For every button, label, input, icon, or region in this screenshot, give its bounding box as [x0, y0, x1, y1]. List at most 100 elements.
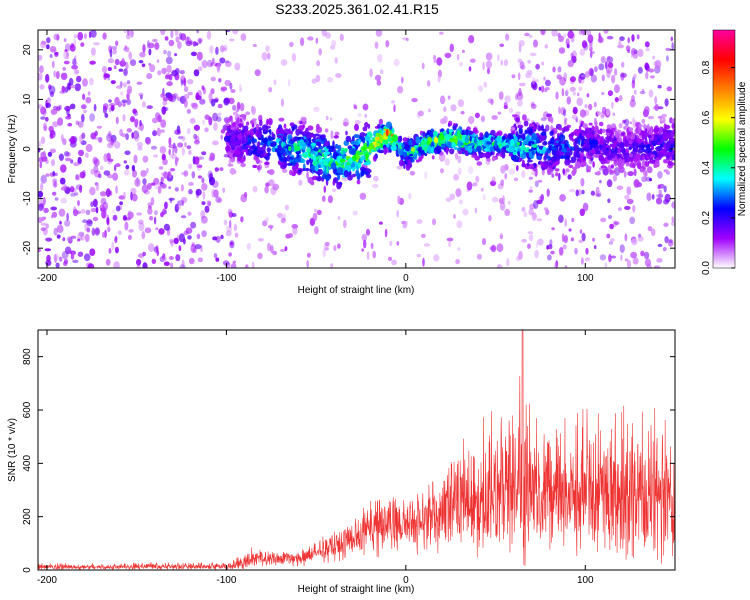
spectrogram-cell — [571, 50, 577, 59]
spectrogram-ridge-cell — [565, 140, 569, 145]
spectrogram-cell — [571, 114, 578, 120]
spectrogram-cell — [232, 104, 237, 111]
spectrogram-ridge-cell — [658, 126, 663, 134]
spectrogram-ridge-cell — [309, 133, 314, 138]
spectrogram-cell — [600, 114, 605, 119]
spectrogram-cell — [571, 217, 575, 223]
chart-title: S233.2025.361.02.41.R15 — [275, 1, 439, 17]
spectrogram-ridge-cell — [351, 156, 358, 161]
spectrogram-ridge-cell — [524, 129, 528, 135]
y-tick-label: 600 — [22, 401, 33, 418]
spectrogram-cell — [433, 54, 437, 64]
spectrogram-ridge-cell — [528, 176, 533, 180]
spectrogram-cell — [65, 152, 71, 157]
spectrogram-cell — [576, 92, 580, 97]
spectrogram-cell — [39, 162, 43, 169]
spectrogram-cell — [127, 234, 132, 240]
spectrogram-ridge-cell — [302, 153, 306, 158]
spectrogram-cell — [134, 118, 139, 126]
spectrogram-cell — [281, 168, 288, 173]
spectrogram-cell — [457, 167, 462, 176]
spectrogram-ridge-cell — [283, 132, 288, 138]
spectrogram-cell — [168, 137, 172, 146]
spectrogram-cell — [213, 253, 218, 259]
spectrogram-cell — [124, 45, 128, 50]
spectrogram-ridge-cell — [370, 149, 375, 153]
spectrogram-cell — [555, 172, 559, 177]
spectrogram-cell — [148, 48, 152, 56]
spectrogram-ridge-cell — [580, 135, 585, 140]
colorbar-tick-label: 0.8 — [701, 60, 712, 74]
spectrogram-ridge-cell — [490, 136, 494, 143]
spectrogram-cell — [117, 230, 122, 235]
spectrogram-cell — [82, 219, 88, 224]
spectrogram-cell — [492, 196, 499, 203]
spectrogram-cell — [40, 116, 46, 120]
spectrogram-ridge-cell — [293, 142, 298, 148]
spectrogram-cell — [163, 171, 169, 179]
spectrogram-cell — [366, 251, 370, 261]
spectrogram-cell — [251, 261, 255, 268]
spectrogram-cell — [211, 98, 216, 107]
colorbar-ticks: 0.00.20.40.60.8 — [701, 60, 735, 275]
spectrogram-cell — [121, 99, 128, 103]
spectrogram-cell — [210, 76, 216, 82]
spectrogram-cell — [648, 68, 655, 73]
spectrogram-cell — [533, 214, 538, 218]
spectrogram-ridge-cell — [601, 128, 606, 133]
spectrogram-cell — [557, 66, 562, 73]
spectrogram-cell — [127, 210, 132, 217]
spectrogram-cell — [654, 103, 659, 112]
spectrogram-cell — [570, 76, 576, 83]
spectrogram-ridge-cell — [245, 146, 249, 150]
spectrogram-cell — [170, 30, 174, 39]
spectrogram-cell — [535, 241, 539, 249]
spectrogram-cell — [196, 51, 203, 61]
spectrogram-cell — [279, 248, 287, 252]
spectrogram-ridge-cell — [266, 147, 271, 153]
spectrogram-ridge-cell — [235, 131, 240, 135]
spectrogram-cell — [421, 62, 425, 70]
spectrogram-cell — [175, 157, 179, 162]
spectrogram-ridge-cell — [646, 143, 651, 149]
spectrogram-ridge-cell — [375, 142, 380, 147]
spectrogram-cell — [40, 136, 46, 145]
spectrogram-cell — [572, 106, 578, 115]
spectrogram-ridge-cell — [225, 145, 231, 152]
spectrogram-ridge-cell — [333, 148, 336, 154]
spectrogram-cell — [83, 253, 91, 262]
spectrogram-cell — [388, 256, 392, 261]
spectrogram-ridge-cell — [256, 165, 261, 171]
spectrogram-ridge-cell — [536, 146, 540, 153]
spectrogram-cell — [522, 114, 527, 121]
spectrogram-cell — [629, 216, 636, 225]
spectrogram-cell — [272, 250, 278, 256]
spectrogram-cell — [483, 81, 488, 88]
spectrogram-ridge-cell — [617, 144, 623, 148]
spectrogram-ridge-cell — [554, 168, 560, 172]
spectrogram-cell — [196, 233, 201, 240]
spectrogram-cell — [578, 86, 583, 92]
spectrogram-ridge-cell — [268, 169, 275, 176]
spectrogram-ridge-cell — [550, 156, 556, 164]
spectrogram-ridge-cell — [628, 127, 634, 132]
spectrogram-cell — [422, 257, 425, 267]
spectrogram-ridge-cell — [256, 149, 261, 154]
spectrogram-cell — [194, 135, 200, 143]
spectrogram-ridge-cell — [246, 121, 250, 126]
spectrogram-ridge-cell — [472, 127, 478, 133]
spectrogram-ridge-cell — [227, 163, 234, 167]
spectrogram-ridge-cell — [638, 124, 643, 128]
x-tick-label: -200 — [37, 575, 57, 586]
spectrogram-ridge-cell — [551, 149, 555, 156]
spectrogram-cell — [607, 198, 611, 204]
spectrogram-cell — [627, 171, 634, 177]
spectrogram-ridge-cell — [453, 123, 456, 126]
spectrogram-cell — [343, 219, 347, 229]
spectrogram-cell — [598, 32, 601, 39]
spectrogram-cell — [98, 136, 103, 143]
spectrogram-ridge-cell — [320, 149, 325, 153]
spectrogram-cell — [78, 149, 84, 157]
spectrogram-ridge-cell — [666, 153, 670, 159]
spectrogram-cell — [209, 172, 213, 178]
